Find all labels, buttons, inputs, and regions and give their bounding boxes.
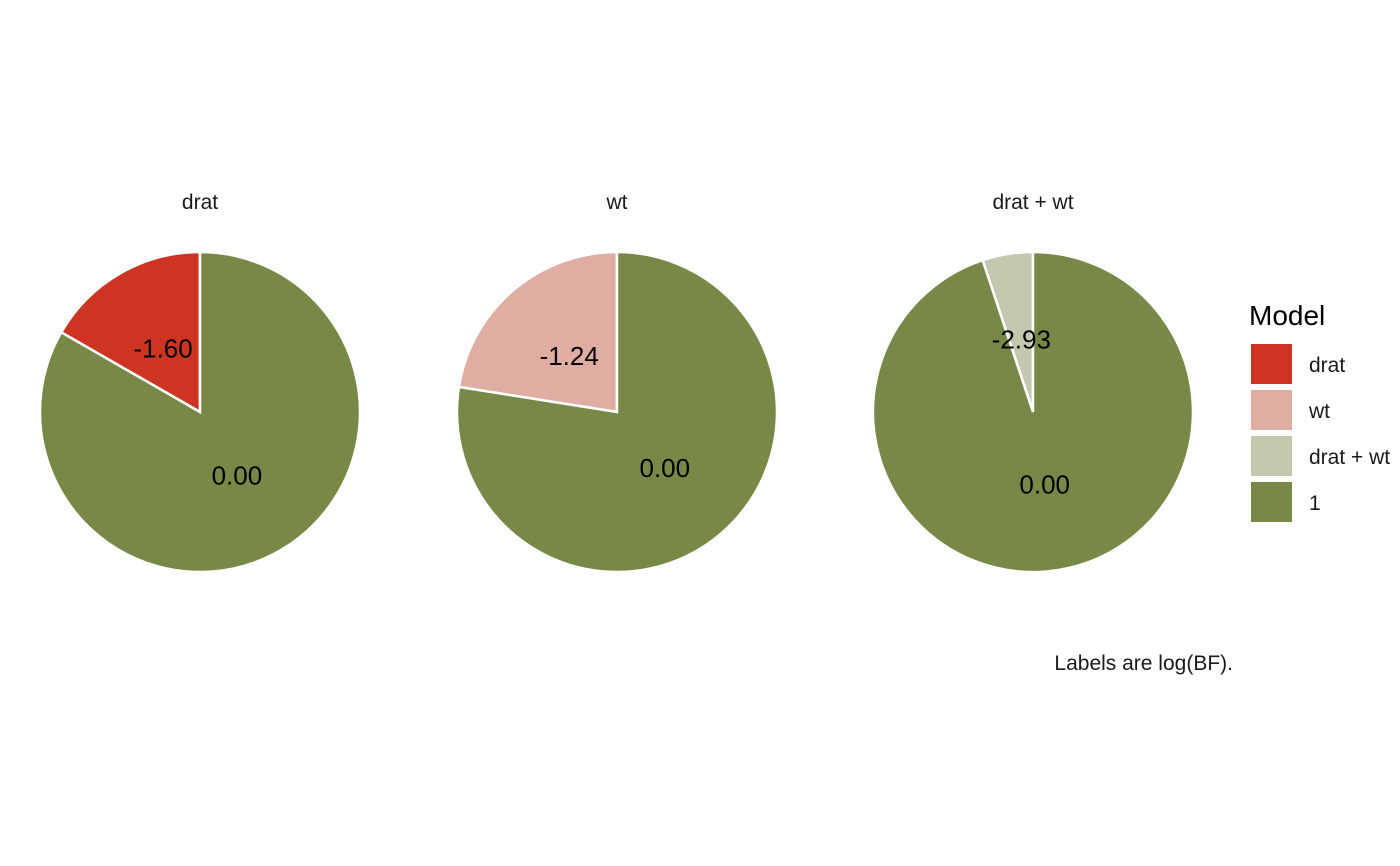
facet-title: wt [606, 191, 628, 214]
facet-1: wt -1.24 0.00 [455, 191, 779, 574]
pie-slice-drat [59, 250, 202, 415]
facet-panels: drat -1.60 0.00 wt -1.24 0.00 drat + wt -2.93 0.… [38, 191, 1195, 574]
facet-2: drat + wt -2.93 0.00 [871, 191, 1195, 574]
legend-key [1251, 390, 1292, 430]
pie-slice-1 [871, 250, 1195, 574]
legend-key [1251, 436, 1292, 476]
legend-label: drat + wt [1309, 446, 1390, 469]
pie-slice-1 [38, 250, 362, 574]
pie-slice-1 [455, 250, 779, 574]
slice-value-label: -1.60 [133, 333, 192, 363]
legend-label: drat [1309, 354, 1345, 377]
pie-slice-wt [457, 250, 619, 414]
legend: Model drat wt drat + wt 1 [1249, 300, 1390, 522]
legend-key [1251, 344, 1292, 384]
facet-0: drat -1.60 0.00 [38, 191, 362, 574]
slice-value-label: 0.00 [1019, 470, 1070, 500]
facet-title: drat [182, 191, 218, 214]
caption: Labels are log(BF). [1054, 652, 1233, 675]
legend-key [1251, 482, 1292, 522]
slice-value-label: 0.00 [639, 453, 690, 483]
slice-value-label: 0.00 [212, 461, 263, 491]
legend-label: 1 [1309, 492, 1321, 515]
legend-title: Model [1249, 300, 1325, 331]
facet-title: drat + wt [992, 191, 1073, 214]
slice-value-label: -1.24 [540, 341, 599, 371]
legend-label: wt [1308, 400, 1330, 423]
slice-value-label: -2.93 [992, 324, 1051, 354]
